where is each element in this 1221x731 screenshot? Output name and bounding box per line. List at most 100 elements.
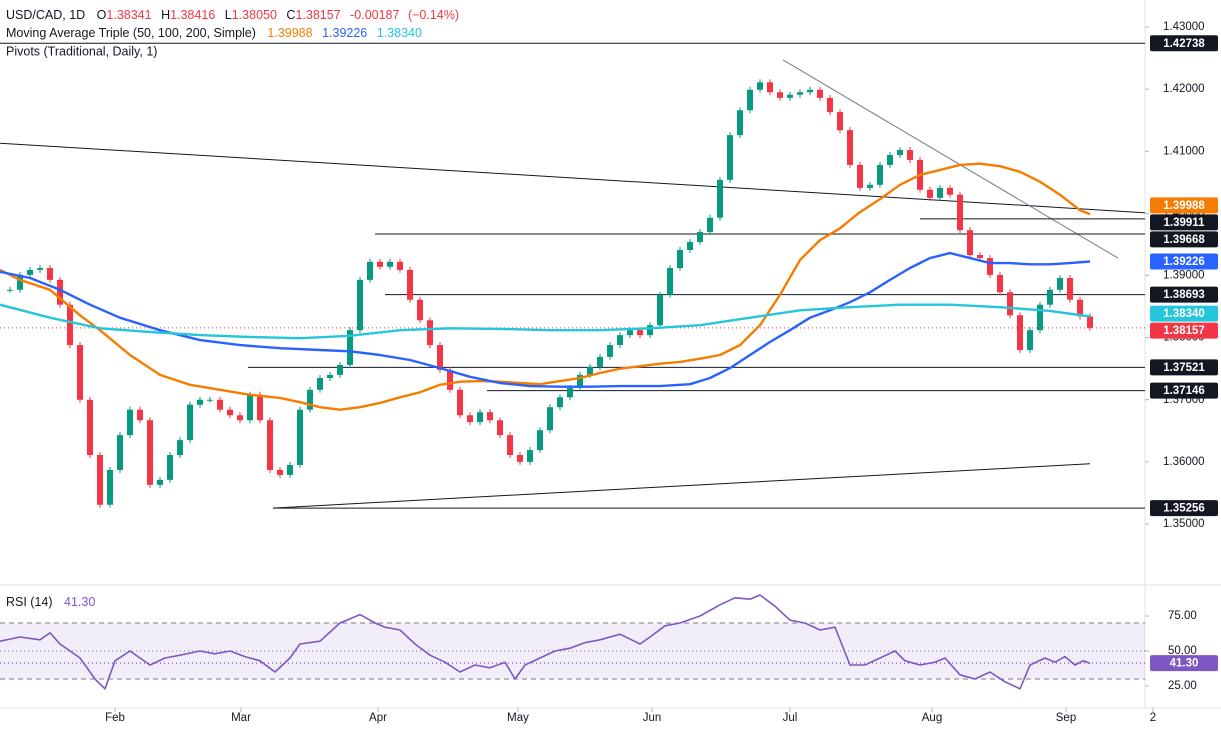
candle-body (537, 430, 543, 451)
candle-body (437, 345, 443, 370)
rsi-label: 41.30 (1170, 658, 1199, 670)
candle-body (767, 82, 773, 93)
price-label-box (1150, 231, 1218, 248)
x-tick-label: Jun (643, 712, 662, 724)
price-label-box (1150, 359, 1218, 376)
candle-body (67, 304, 73, 346)
rsi-line (0, 594, 1091, 690)
candle-body (57, 279, 63, 305)
candle-body (317, 378, 323, 390)
candle-body (297, 409, 303, 465)
candle-body (907, 150, 913, 160)
ma-value: 1.39226 (322, 26, 367, 40)
candle-body (197, 399, 203, 405)
ma-value: 1.38340 (377, 26, 422, 40)
candle-body (1017, 315, 1023, 351)
x-tick-label: Apr (369, 712, 387, 724)
ma-value: 1.39988 (267, 26, 312, 40)
y-tick-label: 1.43000 (1163, 21, 1205, 33)
change-percent: (−0.14%) (408, 8, 459, 22)
x-tick-label: Jul (783, 712, 798, 724)
candle-body (247, 394, 253, 421)
moving-average-line (0, 303, 1091, 340)
price-label: 1.37146 (1163, 385, 1205, 397)
ohlc-letter: H (161, 8, 170, 22)
candle-body (667, 268, 673, 295)
candle-body (747, 89, 753, 111)
legend-line-2: Moving Average Triple (50, 100, 200, Sim… (6, 26, 422, 40)
candle-body (577, 374, 583, 388)
candle-body (897, 150, 903, 155)
candle-body (87, 399, 93, 456)
trendline (782, 59, 1119, 259)
price-label-box (1150, 286, 1218, 303)
price-label-box (1150, 214, 1218, 231)
rsi-legend: RSI (14) 41.30 (6, 595, 95, 609)
rsi-value: 41.30 (64, 595, 95, 609)
candle-body (567, 387, 573, 398)
candle-body (687, 241, 693, 251)
legend-line-1: USD/CAD, 1D O1.38341 H1.38416 L1.38050 C… (6, 8, 459, 22)
candle-body (757, 82, 763, 90)
candle-body (657, 294, 663, 326)
price-label: 1.39988 (1163, 200, 1205, 212)
candle-body (817, 89, 823, 98)
ohlc-value: 1.38341 (106, 8, 151, 22)
candle-body (847, 130, 853, 165)
candle-body (807, 89, 813, 93)
candle-body (167, 455, 173, 480)
candle-body (187, 404, 193, 441)
candle-body (987, 258, 993, 275)
ohlc-value: 1.38157 (295, 8, 340, 22)
price-label-box (1150, 500, 1218, 517)
candle-body (717, 179, 723, 218)
candle-body (17, 274, 23, 290)
price-label-box (1150, 305, 1218, 322)
y-tick-label: 1.41000 (1163, 145, 1205, 157)
candle-body (1007, 292, 1013, 316)
main-layer (0, 79, 1093, 690)
candle-body (997, 274, 1003, 293)
price-label-box (1150, 35, 1218, 52)
candle-body (327, 374, 333, 379)
price-label: 1.37521 (1163, 362, 1205, 374)
ohlc-value: 1.38416 (170, 8, 215, 22)
candle-body (627, 330, 633, 336)
candle-body (1087, 316, 1093, 328)
candle-body (877, 164, 883, 185)
candle-body (707, 217, 713, 233)
candle-body (977, 255, 983, 259)
candle-body (607, 345, 613, 357)
candle-body (547, 407, 553, 431)
candle-body (637, 330, 643, 336)
candle-body (597, 356, 603, 367)
price-label: 1.39911 (1164, 217, 1206, 229)
y-tick-label: 1.39000 (1163, 270, 1205, 282)
candle-body (377, 261, 383, 267)
candle-body (927, 189, 933, 198)
candle-body (1027, 330, 1033, 351)
rsi-label-box (1150, 655, 1218, 672)
candle-body (487, 412, 493, 421)
candle-body (837, 112, 843, 131)
candle-body (697, 232, 703, 242)
y-tick-label: 25.00 (1168, 680, 1197, 692)
candle-body (337, 364, 343, 375)
candle-body (427, 320, 433, 346)
candle-body (507, 435, 513, 456)
candle-body (857, 164, 863, 188)
candle-body (967, 230, 973, 256)
candle-body (287, 464, 293, 475)
ohlc-letter: L (225, 8, 232, 22)
trendline (0, 142, 1146, 214)
candle-body (527, 450, 533, 462)
candle-body (417, 299, 423, 321)
ohlc-letter: O (97, 8, 107, 22)
price-label-box (1150, 382, 1218, 399)
candle-body (97, 455, 103, 505)
candle-body (227, 409, 233, 416)
candle-body (307, 389, 313, 410)
candle-body (827, 97, 833, 113)
candle-body (777, 92, 783, 98)
